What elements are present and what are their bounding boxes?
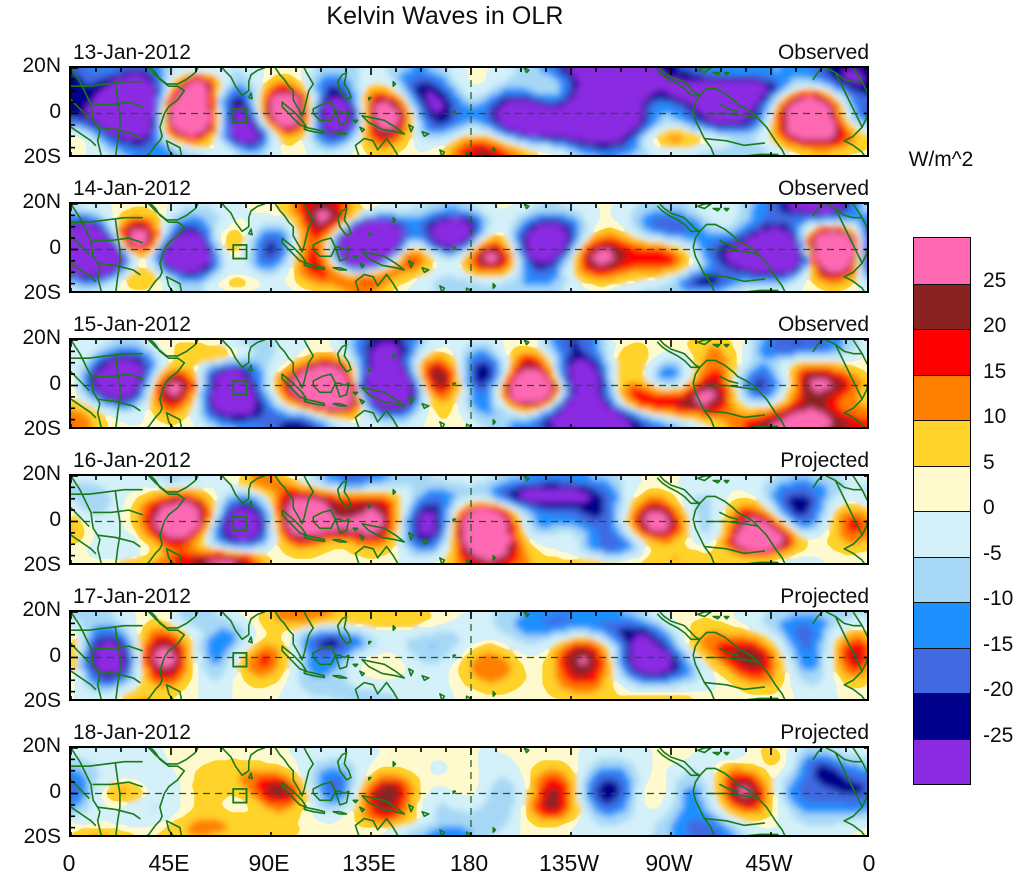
y-axis-tick-label: 20S [0, 689, 61, 713]
y-axis-tick-label: 0 [0, 780, 61, 804]
panel-date-label: 16-Jan-2012 [73, 449, 191, 473]
colorbar-tick-label: -5 [983, 542, 1002, 566]
colorbar-band-divider [914, 602, 970, 603]
colorbar-band [914, 465, 970, 511]
colorbar-band-divider [914, 374, 970, 376]
map-panel-3: 15-Jan-2012 Observed 20N 0 20S [0, 313, 1021, 440]
colorbar-tick-label: -10 [983, 587, 1013, 611]
y-axis-tick-label: 0 [0, 508, 61, 532]
panel-date-label: 13-Jan-2012 [73, 41, 191, 65]
colorbar-band [914, 556, 970, 602]
map-plot-area [69, 610, 869, 701]
colorbar-tick-label: 0 [983, 496, 995, 520]
panel-status-label: Observed [629, 177, 869, 201]
panel-status-label: Projected [629, 585, 869, 609]
colorbar-tick-label: 15 [983, 360, 1006, 384]
x-axis-tick-label: 90W [624, 850, 714, 877]
panel-date-label: 17-Jan-2012 [73, 585, 191, 609]
colorbar-band-divider [914, 511, 970, 512]
colorbar-band [914, 602, 970, 648]
colorbar-band [914, 329, 970, 375]
colorbar-tick-label: -15 [983, 633, 1013, 657]
y-axis-tick-label: 20S [0, 145, 61, 169]
colorbar-gradient [913, 237, 971, 785]
colorbar-band-divider [914, 693, 970, 694]
y-axis-tick-label: 20S [0, 417, 61, 441]
map-panel-5: 17-Jan-2012 Projected 20N 0 20S [0, 585, 1021, 712]
y-axis-tick-label: 20S [0, 281, 61, 305]
y-axis-tick-label: 20S [0, 825, 61, 849]
map-panel-4: 16-Jan-2012 Projected 20N 0 20S [0, 449, 1021, 576]
colorbar-band-divider [914, 647, 970, 649]
colorbar-band [914, 738, 970, 784]
map-panel-2: 14-Jan-2012 Observed 20N 0 20S [0, 177, 1021, 304]
y-axis-tick-label: 20N [0, 462, 61, 486]
colorbar-tick-label: 25 [983, 269, 1006, 293]
colorbar-band [914, 420, 970, 466]
colorbar-band [914, 511, 970, 557]
map-plot-area [69, 474, 869, 565]
map-plot-area [69, 746, 869, 837]
map-panel-1: 13-Jan-2012 Observed 20N 0 20S [0, 41, 1021, 168]
map-plot-area [69, 66, 869, 157]
y-axis-tick-label: 20N [0, 598, 61, 622]
panel-status-label: Projected [629, 449, 869, 473]
colorbar-band-divider [914, 329, 970, 330]
colorbar-tick-label: -20 [983, 678, 1013, 702]
panel-date-label: 15-Jan-2012 [73, 313, 191, 337]
x-axis-tick-label: 45E [124, 850, 214, 877]
x-axis-tick-label: 45W [724, 850, 814, 877]
y-axis-tick-label: 20N [0, 326, 61, 350]
colorbar-units-label: W/m^2 [873, 148, 1009, 172]
y-axis-tick-label: 20N [0, 734, 61, 758]
colorbar-tick-label: 5 [983, 451, 995, 475]
figure-title: Kelvin Waves in OLR [0, 2, 890, 31]
map-plot-area [69, 202, 869, 293]
colorbar-band-divider [914, 465, 970, 467]
x-axis-tick-label: 0 [824, 850, 914, 877]
panel-status-label: Projected [629, 721, 869, 745]
y-axis-tick-label: 0 [0, 236, 61, 260]
colorbar-tick-label: -25 [983, 724, 1013, 748]
y-axis-tick-label: 20N [0, 190, 61, 214]
colorbar-band-divider [914, 556, 970, 558]
colorbar-band-divider [914, 283, 970, 285]
colorbar-tick-label: 20 [983, 314, 1006, 338]
x-axis-tick-label: 90E [224, 850, 314, 877]
panel-status-label: Observed [629, 313, 869, 337]
x-axis-tick-label: 135E [324, 850, 414, 877]
x-axis-tick-label: 0 [24, 850, 114, 877]
x-axis-tick-label: 180 [424, 850, 514, 877]
panel-date-label: 18-Jan-2012 [73, 721, 191, 745]
colorbar-band-divider [914, 738, 970, 740]
colorbar-band-divider [914, 420, 970, 421]
y-axis-tick-label: 0 [0, 372, 61, 396]
colorbar-band [914, 693, 970, 739]
panel-date-label: 14-Jan-2012 [73, 177, 191, 201]
colorbar-band [914, 647, 970, 693]
map-panel-6: 18-Jan-2012 Projected 20N 0 20S [0, 721, 1021, 848]
y-axis-tick-label: 20N [0, 54, 61, 78]
y-axis-tick-label: 20S [0, 553, 61, 577]
y-axis-tick-label: 0 [0, 100, 61, 124]
colorbar-tick-label: 10 [983, 405, 1006, 429]
x-axis-tick-label: 135W [524, 850, 614, 877]
colorbar-band [914, 283, 970, 329]
panel-status-label: Observed [629, 41, 869, 65]
map-plot-area [69, 338, 869, 429]
colorbar-band [914, 374, 970, 420]
colorbar-band [914, 238, 970, 284]
y-axis-tick-label: 0 [0, 644, 61, 668]
